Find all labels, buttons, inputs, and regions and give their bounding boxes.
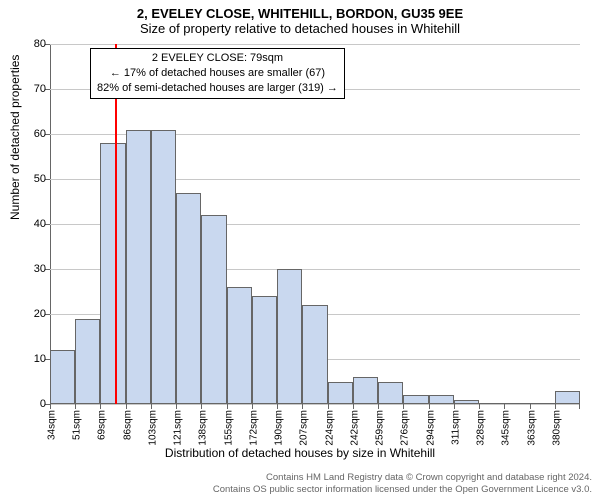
- xtick-mark: [353, 404, 354, 409]
- ytick-label: 80: [26, 38, 46, 50]
- xtick-label: 86sqm: [122, 410, 133, 440]
- xtick-label: 51sqm: [72, 410, 83, 440]
- xtick-label: 242sqm: [349, 410, 360, 446]
- xtick-label: 363sqm: [526, 410, 537, 446]
- xtick-mark: [504, 404, 505, 409]
- xtick-label: 207sqm: [299, 410, 310, 446]
- xtick-mark: [579, 404, 580, 409]
- histogram-bar: [302, 305, 327, 404]
- xtick-label: 294sqm: [425, 410, 436, 446]
- xtick-mark: [50, 404, 51, 409]
- annotation-line: 82% of semi-detached houses are larger (…: [97, 81, 338, 96]
- xtick-mark: [201, 404, 202, 409]
- ytick-label: 30: [26, 263, 46, 275]
- xtick-label: 380sqm: [551, 410, 562, 446]
- xtick-mark: [378, 404, 379, 409]
- xtick-label: 172sqm: [248, 410, 259, 446]
- xtick-label: 121sqm: [173, 410, 184, 446]
- x-axis-label: Distribution of detached houses by size …: [0, 446, 600, 460]
- xtick-mark: [454, 404, 455, 409]
- xtick-mark: [227, 404, 228, 409]
- xtick-mark: [429, 404, 430, 409]
- xtick-mark: [530, 404, 531, 409]
- histogram-bar: [328, 382, 353, 405]
- xtick-mark: [555, 404, 556, 409]
- histogram-bar: [126, 130, 151, 405]
- histogram-bar: [429, 395, 454, 404]
- histogram-bar: [353, 377, 378, 404]
- gridline: [50, 404, 580, 405]
- xtick-label: 259sqm: [375, 410, 386, 446]
- xtick-mark: [100, 404, 101, 409]
- xtick-label: 311sqm: [450, 410, 461, 445]
- ytick-label: 10: [26, 353, 46, 365]
- annotation-box: 2 EVELEY CLOSE: 79sqm← 17% of detached h…: [90, 48, 345, 99]
- histogram-bar: [201, 215, 226, 404]
- histogram-bar: [454, 400, 479, 405]
- ytick-label: 50: [26, 173, 46, 185]
- histogram-bar: [100, 143, 125, 404]
- gridline: [50, 44, 580, 45]
- histogram-bar: [176, 193, 201, 405]
- footer-attribution: Contains HM Land Registry data © Crown c…: [213, 472, 592, 496]
- annotation-line: 2 EVELEY CLOSE: 79sqm: [97, 51, 338, 66]
- xtick-label: 155sqm: [223, 410, 234, 446]
- histogram-bar: [403, 395, 428, 404]
- plot: 0102030405060708034sqm51sqm69sqm86sqm103…: [50, 44, 580, 404]
- xtick-mark: [302, 404, 303, 409]
- ytick-label: 0: [26, 398, 46, 410]
- xtick-mark: [252, 404, 253, 409]
- xtick-mark: [403, 404, 404, 409]
- xtick-mark: [328, 404, 329, 409]
- footer-line: Contains HM Land Registry data © Crown c…: [213, 472, 592, 484]
- xtick-label: 276sqm: [400, 410, 411, 446]
- plot-area: 0102030405060708034sqm51sqm69sqm86sqm103…: [50, 44, 580, 404]
- footer-line: Contains OS public sector information li…: [213, 484, 592, 496]
- xtick-label: 190sqm: [274, 410, 285, 446]
- histogram-bar: [252, 296, 277, 404]
- xtick-label: 345sqm: [501, 410, 512, 446]
- histogram-bar: [50, 350, 75, 404]
- y-axis-label: Number of detached properties: [8, 55, 22, 220]
- annotation-line: ← 17% of detached houses are smaller (67…: [97, 66, 338, 81]
- histogram-bar: [378, 382, 403, 405]
- xtick-label: 224sqm: [324, 410, 335, 446]
- xtick-mark: [277, 404, 278, 409]
- xtick-label: 103sqm: [147, 410, 158, 446]
- chart-subtitle: Size of property relative to detached ho…: [0, 21, 600, 36]
- xtick-mark: [479, 404, 480, 409]
- xtick-label: 328sqm: [476, 410, 487, 446]
- xtick-mark: [151, 404, 152, 409]
- xtick-label: 138sqm: [198, 410, 209, 446]
- ytick-label: 70: [26, 83, 46, 95]
- chart-container: 2, EVELEY CLOSE, WHITEHILL, BORDON, GU35…: [0, 0, 600, 500]
- ytick-label: 60: [26, 128, 46, 140]
- histogram-bar: [151, 130, 176, 405]
- xtick-mark: [176, 404, 177, 409]
- histogram-bar: [277, 269, 302, 404]
- ytick-label: 20: [26, 308, 46, 320]
- histogram-bar: [75, 319, 100, 405]
- title-block: 2, EVELEY CLOSE, WHITEHILL, BORDON, GU35…: [0, 0, 600, 36]
- xtick-label: 69sqm: [97, 410, 108, 440]
- xtick-mark: [75, 404, 76, 409]
- chart-title: 2, EVELEY CLOSE, WHITEHILL, BORDON, GU35…: [0, 6, 600, 21]
- histogram-bar: [555, 391, 580, 405]
- ytick-label: 40: [26, 218, 46, 230]
- histogram-bar: [227, 287, 252, 404]
- xtick-label: 34sqm: [47, 410, 58, 440]
- xtick-mark: [126, 404, 127, 409]
